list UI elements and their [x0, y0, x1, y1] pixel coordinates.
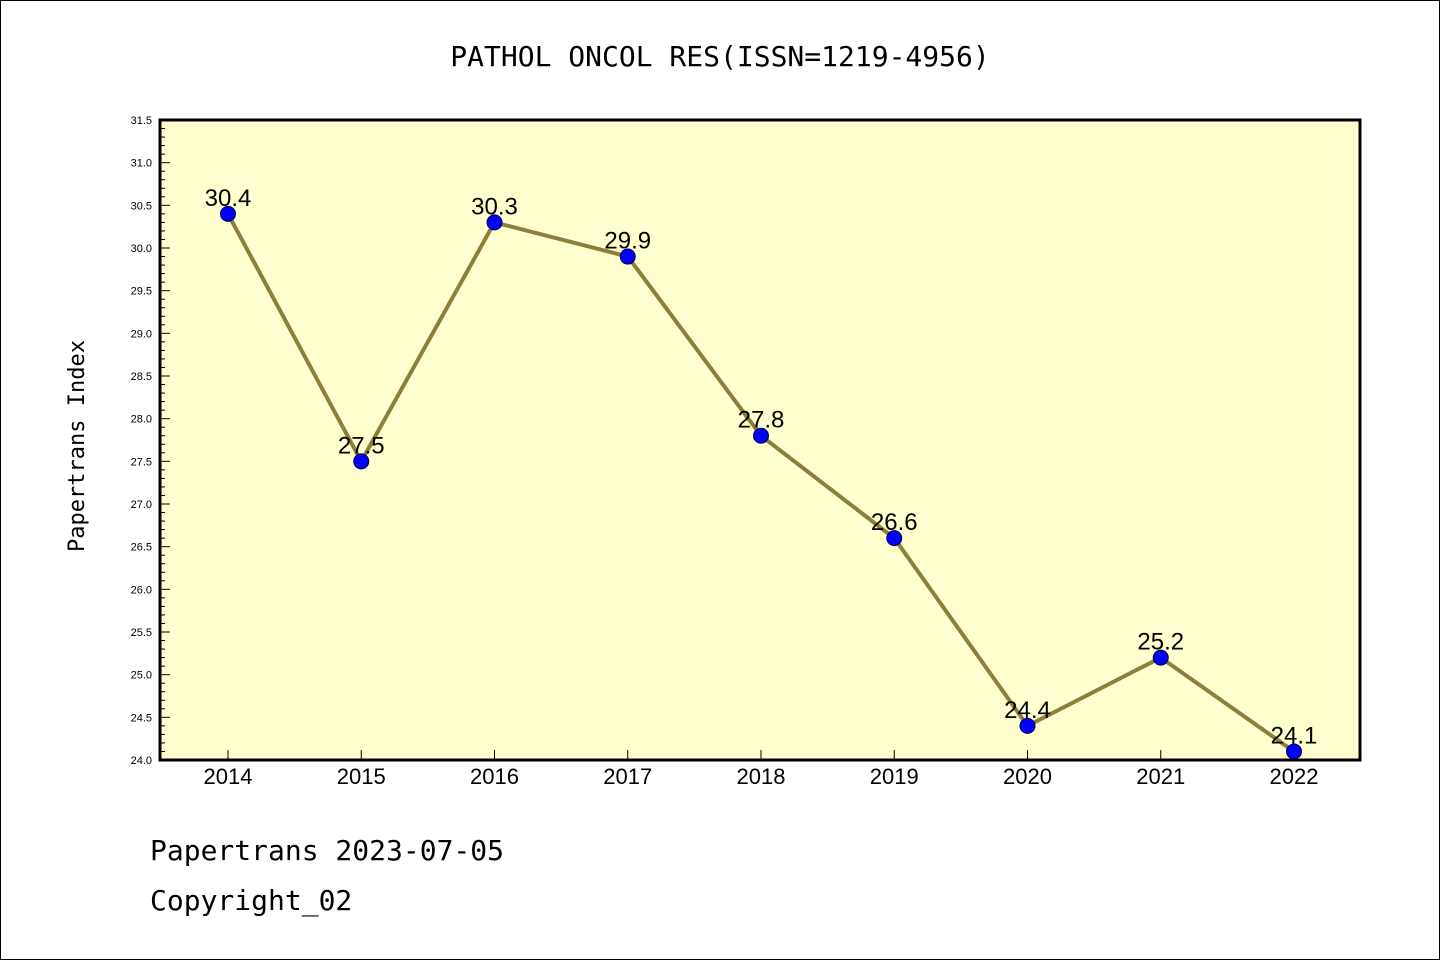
x-tick-label: 2017 — [603, 764, 652, 789]
data-label: 27.8 — [738, 407, 785, 434]
data-label: 24.1 — [1271, 722, 1318, 749]
data-points — [220, 205, 1302, 760]
data-label: 27.5 — [338, 432, 385, 459]
y-tick-label: 27.5 — [131, 456, 152, 468]
y-tick-label: 28.0 — [131, 414, 152, 426]
y-axis-ticks: 24.0 24.5 25.0 25.5 26.0 26.5 27.0 27.5 28.0 28.5… — [131, 115, 170, 767]
data-label: 26.6 — [871, 509, 918, 536]
y-axis-label: Papertrans Index — [65, 340, 90, 552]
x-tick-label: 2019 — [870, 764, 919, 789]
data-point — [619, 248, 636, 265]
y-tick-label: 30.0 — [131, 243, 152, 255]
x-axis-ticks: 2014 2015 2016 2017 2018 2019 2020 2021 2022 — [204, 750, 1319, 789]
y-tick-label: 27.0 — [131, 499, 152, 511]
y-tick-label: 28.5 — [131, 371, 152, 383]
y-tick-label: 29.0 — [131, 328, 152, 340]
x-tick-label: 2015 — [337, 764, 386, 789]
chart-title: PATHOL ONCOL RES(ISSN=1219-4956) — [450, 40, 989, 73]
plot-border — [158, 118, 1362, 762]
data-point — [886, 530, 903, 547]
footer-copyright: Copyright_02 — [150, 884, 353, 917]
data-label: 25.2 — [1137, 629, 1184, 656]
y-tick-label: 24.0 — [131, 755, 152, 767]
footer-date: Papertrans 2023-07-05 — [150, 834, 505, 867]
y-tick-label: 24.5 — [131, 712, 152, 724]
data-labels: 30.4 27.5 30.3 29.9 27.8 26.6 24.4 25.2 24.1 — [205, 185, 1318, 750]
y-tick-label: 29.5 — [131, 286, 152, 298]
y-tick-label: 31.0 — [131, 158, 152, 170]
x-tick-label: 2016 — [470, 764, 519, 789]
data-label: 30.3 — [471, 193, 518, 220]
y-tick-label: 26.0 — [131, 584, 152, 596]
data-label: 24.4 — [1004, 697, 1051, 724]
x-tick-label: 2018 — [737, 764, 786, 789]
data-point — [1152, 649, 1169, 666]
data-label: 29.9 — [604, 228, 651, 255]
data-point — [220, 205, 236, 222]
y-tick-label: 30.5 — [131, 200, 152, 212]
x-tick-label: 2020 — [1003, 764, 1052, 789]
x-tick-label: 2014 — [204, 764, 253, 789]
y-tick-label: 26.5 — [131, 542, 152, 554]
y-tick-label: 25.5 — [131, 627, 152, 639]
y-tick-label: 25.0 — [131, 670, 152, 682]
data-point — [753, 427, 769, 444]
data-label: 30.4 — [205, 185, 252, 212]
data-point — [353, 453, 370, 470]
data-point — [1019, 717, 1036, 734]
x-tick-label: 2021 — [1136, 764, 1185, 789]
x-tick-label: 2022 — [1270, 764, 1319, 789]
data-point — [486, 214, 503, 231]
y-tick-label: 31.5 — [131, 115, 152, 127]
